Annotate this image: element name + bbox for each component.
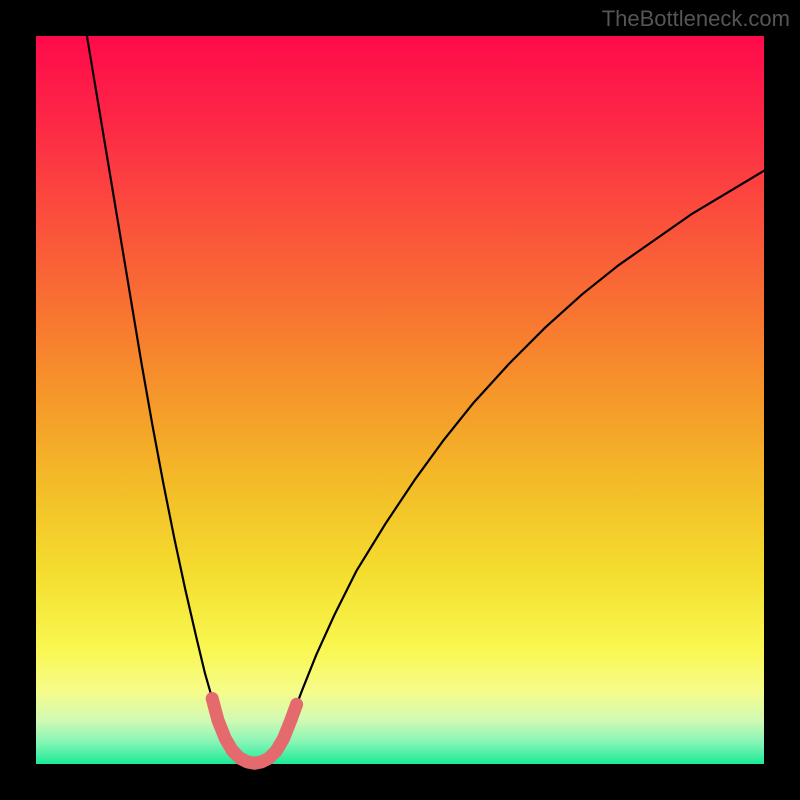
chart-container: TheBottleneck.com [0, 0, 800, 800]
gradient-background [36, 36, 764, 764]
watermark-text: TheBottleneck.com [602, 6, 790, 32]
bottleneck-chart [0, 0, 800, 800]
